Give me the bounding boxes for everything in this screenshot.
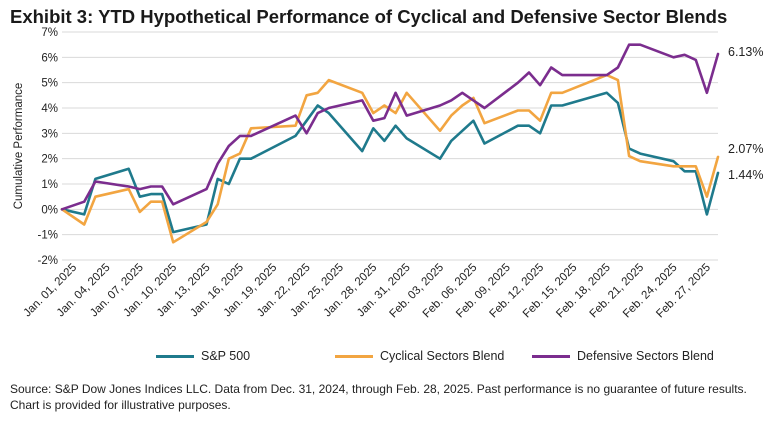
y-axis-label: Cumulative Performance (13, 83, 25, 210)
series-line-sp500 (60, 91, 720, 234)
legend-swatch-sp500 (156, 354, 194, 358)
line-chart: -2% -1% 0% 1% 2% 3% 4% 5% 6% 7% Cumulative Perfor… (13, 27, 763, 321)
legend-label-sp500: S&P 500 (201, 349, 251, 363)
y-tick-label: 6% (41, 52, 58, 64)
y-tick-label: 0% (41, 204, 58, 216)
legend-label-defensive: Defensive Sectors Blend (577, 349, 714, 363)
chart-title: Exhibit 3: YTD Hypothetical Performance … (10, 6, 728, 27)
end-value-label: 1.44% (728, 168, 763, 182)
end-value-label: 6.13% (728, 45, 763, 59)
legend: S&P 500 Cyclical Sectors Blend Defensive… (0, 349, 780, 367)
series-lines (60, 43, 720, 244)
legend-label-cyclical: Cyclical Sectors Blend (380, 349, 505, 363)
source-note: Source: S&P Dow Jones Indices LLC. Data … (10, 382, 747, 412)
y-tick-label: 3% (41, 128, 58, 140)
end-value-labels: 6.13% 2.07% 1.44% (728, 45, 763, 182)
legend-swatch-defensive (532, 354, 570, 358)
y-tick-label: -1% (38, 230, 58, 242)
legend-item-cyclical: Cyclical Sectors Blend (335, 349, 504, 363)
legend-swatch-cyclical (335, 354, 373, 358)
legend-item-sp500: S&P 500 (156, 349, 250, 363)
y-tick-label: 4% (41, 103, 58, 115)
y-tick-label: 7% (41, 27, 58, 39)
end-value-label: 2.07% (728, 142, 763, 156)
y-tick-label: -2% (38, 255, 58, 267)
y-tick-label: 2% (41, 154, 58, 166)
y-tick-label: 5% (41, 78, 58, 90)
series-line-defensive (60, 43, 720, 211)
legend-item-defensive: Defensive Sectors Blend (532, 349, 714, 363)
y-axis-ticks: -2% -1% 0% 1% 2% 3% 4% 5% 6% 7% (38, 27, 58, 267)
y-tick-label: 1% (41, 179, 58, 191)
series-line-cyclical (60, 73, 720, 244)
gridlines (62, 31, 718, 261)
